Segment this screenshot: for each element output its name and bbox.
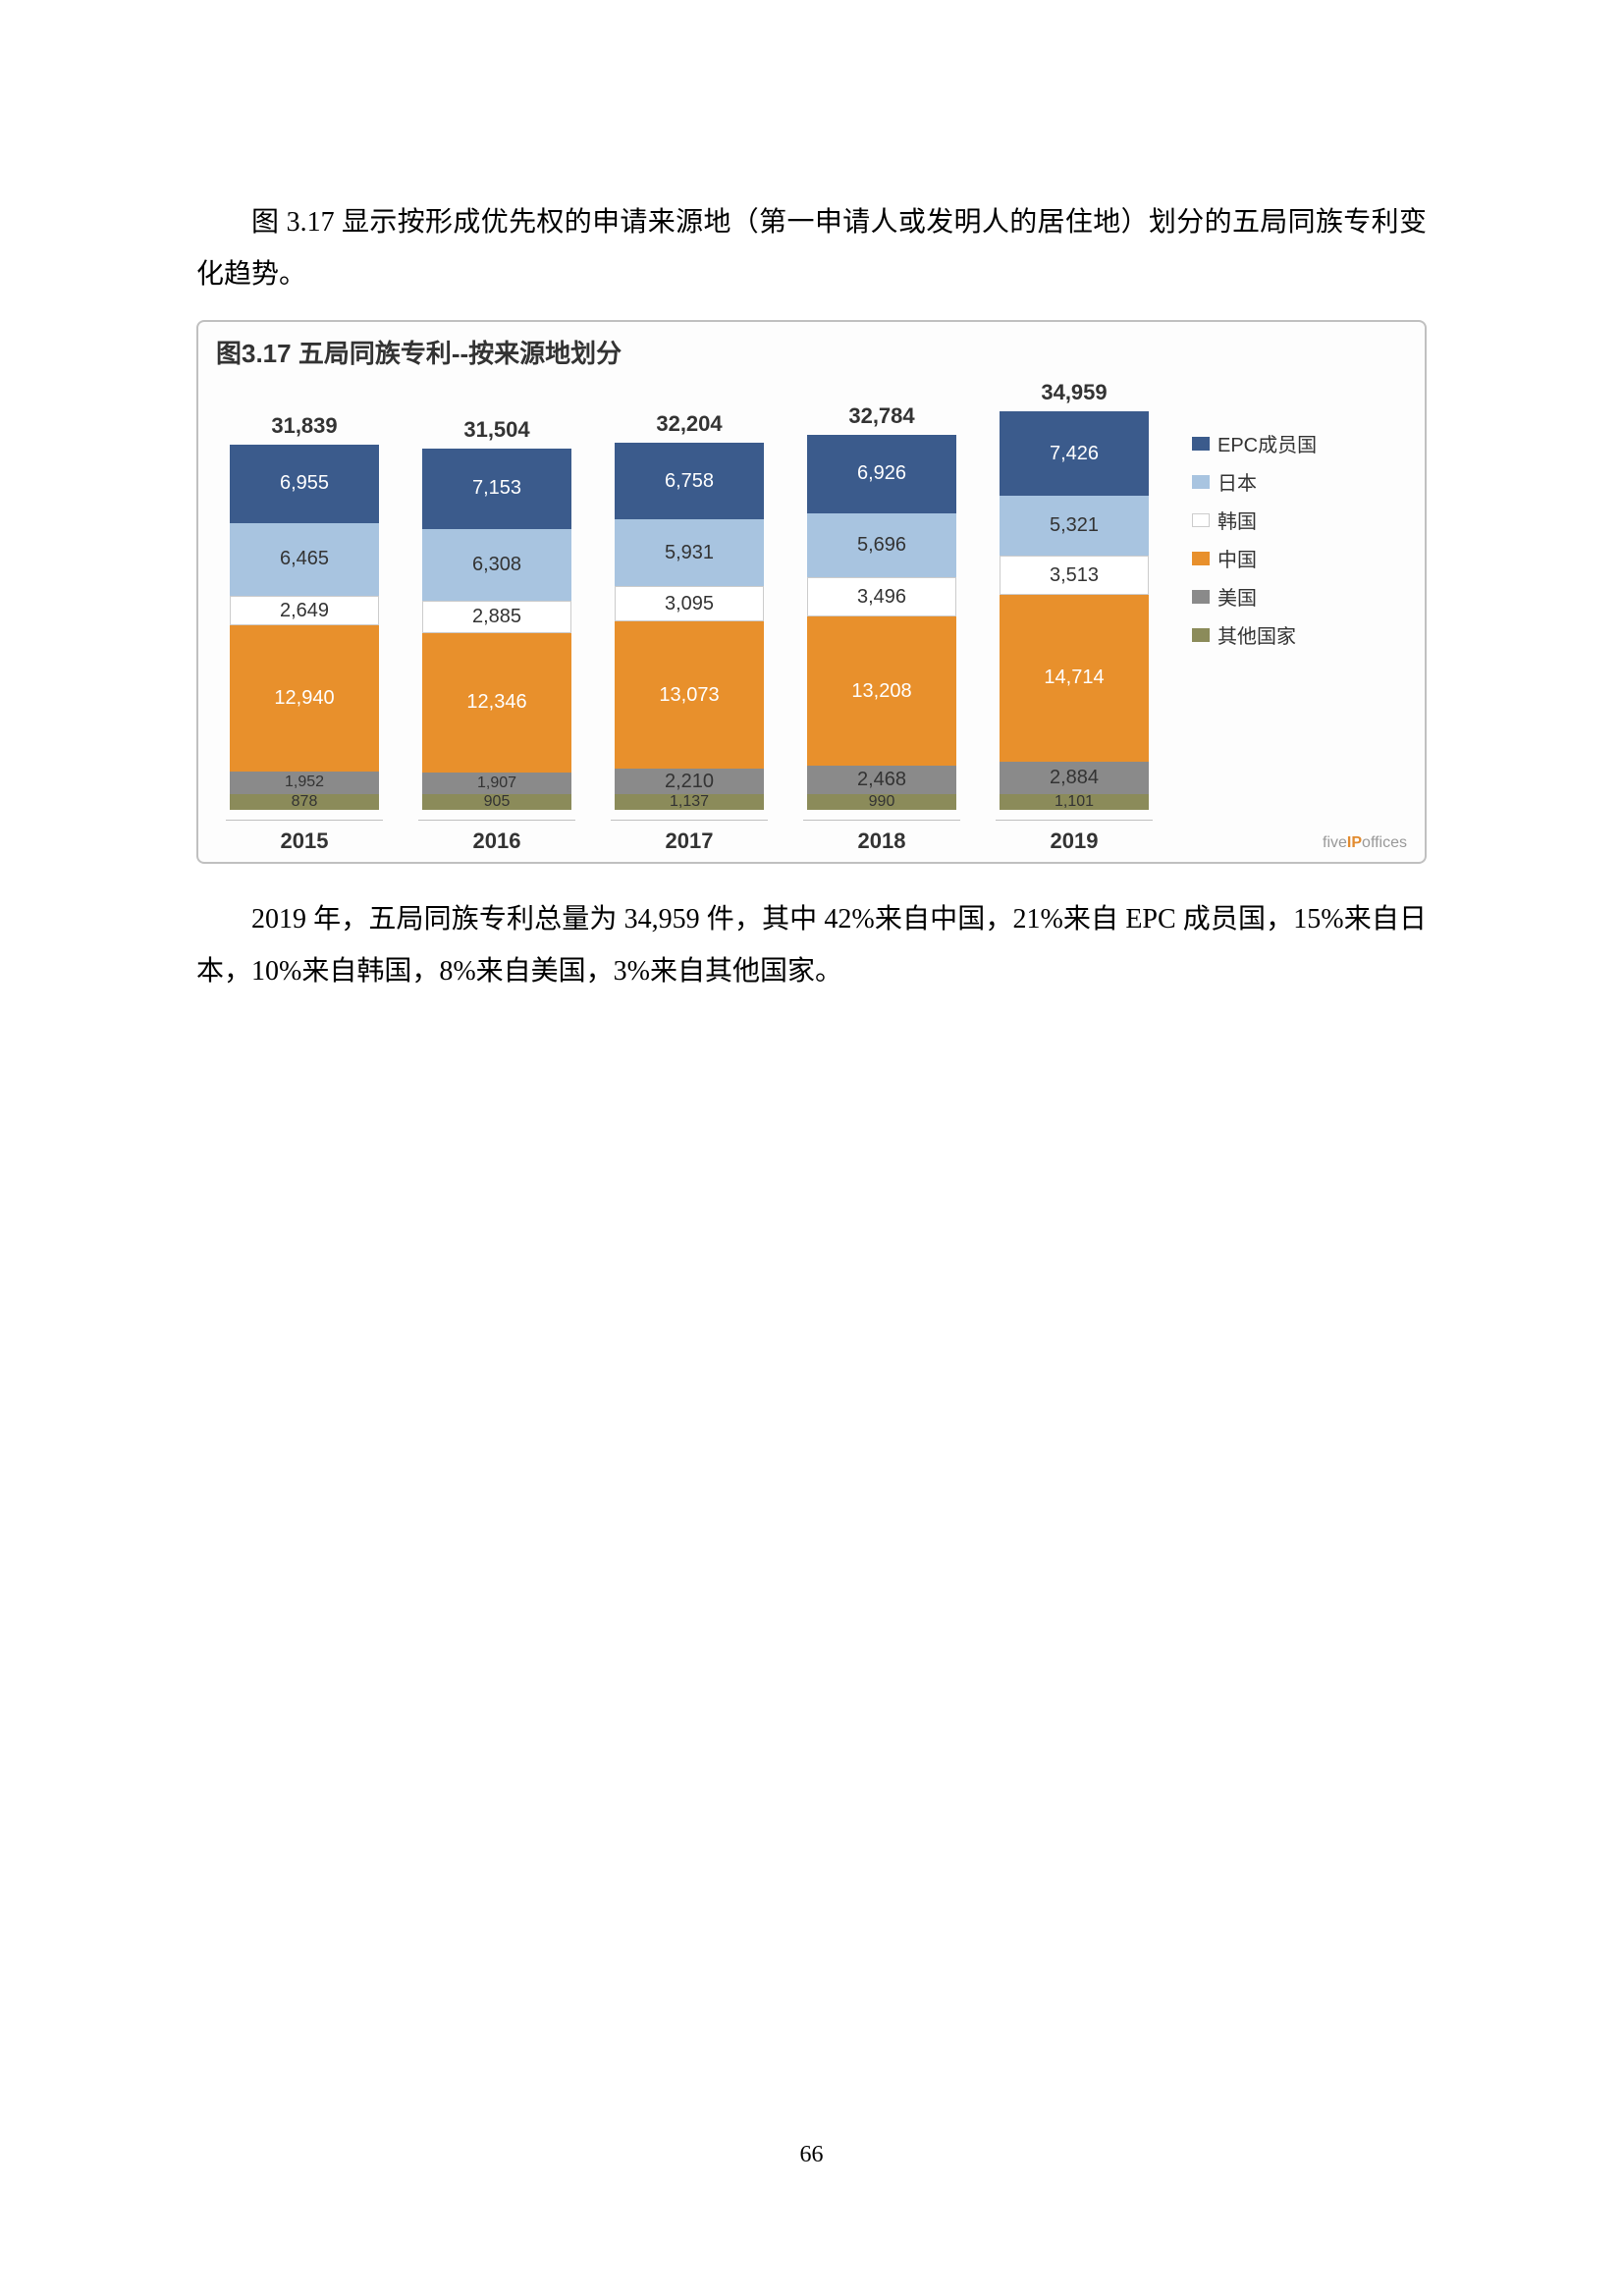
watermark-mid: IP bbox=[1347, 834, 1362, 851]
legend-swatch bbox=[1192, 590, 1210, 604]
legend-label: EPC成员国 bbox=[1217, 429, 1317, 457]
segment-epc: 6,955 bbox=[230, 445, 379, 523]
legend-swatch bbox=[1192, 628, 1210, 642]
segment-china: 14,714 bbox=[1000, 595, 1149, 761]
segment-japan: 5,321 bbox=[1000, 496, 1149, 556]
segment-usa: 2,210 bbox=[615, 769, 764, 793]
bar-stack: 7,4265,3213,51314,7142,8841,101 bbox=[1000, 411, 1149, 809]
total-label: 31,839 bbox=[271, 413, 337, 439]
bar-stack: 6,7585,9313,09513,0732,2101,137 bbox=[615, 443, 764, 809]
segment-korea: 2,649 bbox=[230, 596, 379, 625]
year-label: 2016 bbox=[418, 820, 575, 854]
legend-swatch bbox=[1192, 475, 1210, 489]
segment-korea: 2,885 bbox=[422, 601, 571, 633]
page-number: 66 bbox=[0, 2142, 1623, 2168]
year-column: 32,784 6,9265,6963,49613,2082,468990 2018 bbox=[803, 403, 960, 854]
segment-china: 13,208 bbox=[807, 616, 956, 766]
legend-label: 日本 bbox=[1217, 467, 1257, 496]
bar-stack: 7,1536,3082,88512,3461,907905 bbox=[422, 449, 571, 810]
legend-item-usa: 美国 bbox=[1192, 582, 1317, 611]
legend-item-epc: EPC成员国 bbox=[1192, 429, 1317, 457]
segment-other: 990 bbox=[807, 794, 956, 810]
total-label: 34,959 bbox=[1041, 380, 1107, 405]
segment-korea: 3,496 bbox=[807, 577, 956, 616]
segment-usa: 2,884 bbox=[1000, 762, 1149, 794]
segment-japan: 5,931 bbox=[615, 519, 764, 586]
segment-china: 12,940 bbox=[230, 625, 379, 772]
segment-japan: 6,308 bbox=[422, 529, 571, 601]
segment-other: 878 bbox=[230, 794, 379, 810]
intro-paragraph: 图 3.17 显示按形成优先权的申请来源地（第一申请人或发明人的居住地）划分的五… bbox=[196, 196, 1427, 300]
total-label: 32,784 bbox=[848, 403, 914, 429]
legend-swatch bbox=[1192, 552, 1210, 565]
total-label: 32,204 bbox=[656, 411, 722, 437]
bars-area: 31,8396,9556,4652,64912,9401,95287820153… bbox=[216, 380, 1163, 853]
legend: EPC成员国日本韩国中国美国其他国家 bbox=[1192, 429, 1317, 649]
watermark-logo: fiveIPoffices bbox=[1323, 834, 1407, 852]
watermark-prefix: five bbox=[1323, 834, 1347, 851]
segment-other: 1,101 bbox=[1000, 794, 1149, 810]
segment-korea: 3,513 bbox=[1000, 556, 1149, 595]
legend-item-other: 其他国家 bbox=[1192, 620, 1317, 649]
segment-epc: 7,426 bbox=[1000, 411, 1149, 495]
segment-japan: 5,696 bbox=[807, 513, 956, 578]
segment-epc: 6,758 bbox=[615, 443, 764, 519]
segment-usa: 2,468 bbox=[807, 766, 956, 793]
legend-swatch bbox=[1192, 437, 1210, 451]
year-label: 2019 bbox=[996, 820, 1153, 854]
bar-stack: 6,9556,4652,64912,9401,952878 bbox=[230, 445, 379, 810]
legend-label: 韩国 bbox=[1217, 506, 1257, 534]
total-label: 31,504 bbox=[463, 417, 529, 443]
segment-china: 12,346 bbox=[422, 633, 571, 773]
watermark-suffix: offices bbox=[1362, 834, 1407, 851]
bar-stack: 6,9265,6963,49613,2082,468990 bbox=[807, 435, 956, 810]
segment-other: 1,137 bbox=[615, 794, 764, 810]
segment-other: 905 bbox=[422, 794, 571, 810]
year-column: 31,839 6,9556,4652,64912,9401,952878 2015 bbox=[226, 413, 383, 854]
chart-container: 图3.17 五局同族专利--按来源地划分 31,839 6,9556,4652,6… bbox=[196, 320, 1427, 863]
summary-paragraph: 2019 年，五局同族专利总量为 34,959 件，其中 42%来自中国，21%… bbox=[196, 893, 1427, 997]
legend-label: 美国 bbox=[1217, 582, 1257, 611]
year-column: 34,959 7,4265,3213,51314,7142,8841,101 201… bbox=[996, 380, 1153, 853]
segment-china: 13,073 bbox=[615, 621, 764, 769]
segment-japan: 6,465 bbox=[230, 523, 379, 596]
year-column: 31,504 7,1536,3082,88512,3461,907905 2016 bbox=[418, 417, 575, 854]
legend-item-japan: 日本 bbox=[1192, 467, 1317, 496]
legend-item-china: 中国 bbox=[1192, 544, 1317, 572]
legend-item-korea: 韩国 bbox=[1192, 506, 1317, 534]
segment-epc: 6,926 bbox=[807, 435, 956, 513]
legend-label: 中国 bbox=[1217, 544, 1257, 572]
year-label: 2015 bbox=[226, 820, 383, 854]
segment-epc: 7,153 bbox=[422, 449, 571, 529]
segment-korea: 3,095 bbox=[615, 586, 764, 621]
segment-usa: 1,907 bbox=[422, 773, 571, 794]
legend-label: 其他国家 bbox=[1217, 620, 1296, 649]
chart-title: 图3.17 五局同族专利--按来源地划分 bbox=[216, 334, 1407, 370]
segment-usa: 1,952 bbox=[230, 772, 379, 793]
year-label: 2018 bbox=[803, 820, 960, 854]
legend-swatch bbox=[1192, 513, 1210, 527]
year-label: 2017 bbox=[611, 820, 768, 854]
year-column: 32,204 6,7585,9313,09513,0732,2101,137 201… bbox=[611, 411, 768, 853]
